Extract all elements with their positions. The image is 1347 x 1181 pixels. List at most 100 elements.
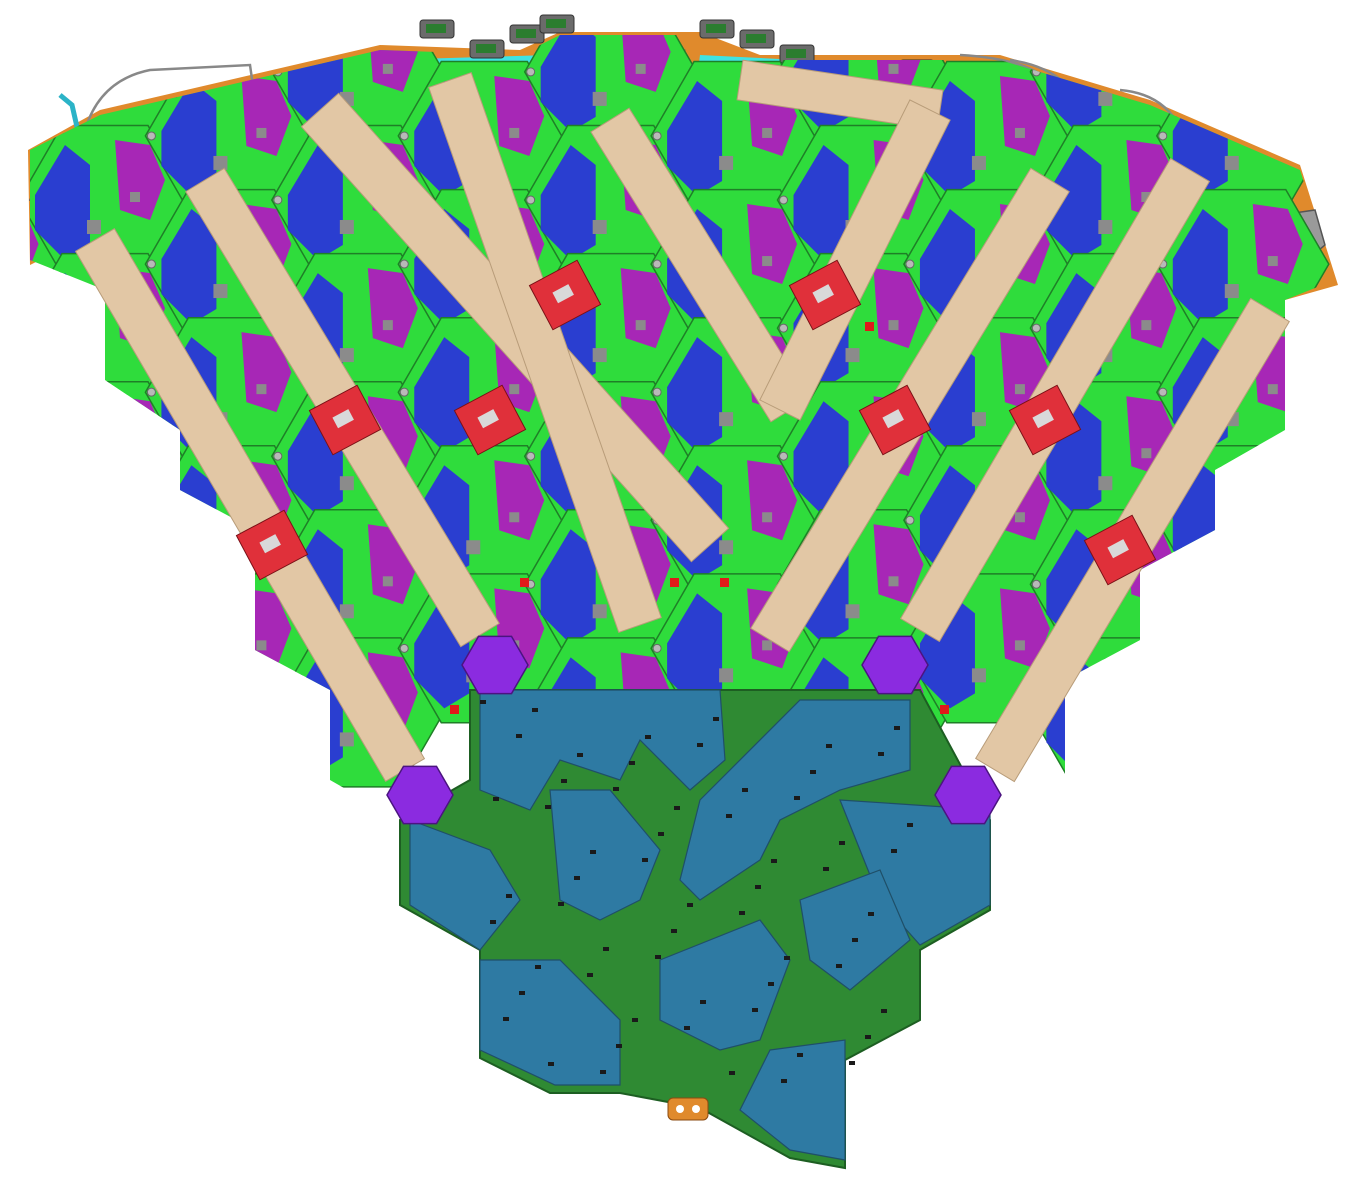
gray-chip xyxy=(1141,576,1152,587)
teal-sensor-region xyxy=(799,869,911,991)
bottom-tab xyxy=(667,1097,709,1121)
gray-chip xyxy=(1267,384,1278,395)
gray-chip xyxy=(87,220,101,234)
gray-chip xyxy=(1014,127,1025,138)
magenta-sensor-pad xyxy=(620,35,671,92)
magenta-sensor-pad xyxy=(1126,35,1177,92)
smd-component xyxy=(852,938,858,942)
gray-chip xyxy=(719,540,734,555)
connector-pcb xyxy=(516,29,536,38)
board-details xyxy=(235,259,1157,825)
gray-chip xyxy=(592,348,607,363)
blue-sensor-pad xyxy=(161,465,217,581)
smd-component xyxy=(687,903,693,907)
connector-pcb xyxy=(786,49,806,58)
magenta-sensor-pad xyxy=(620,268,671,349)
screw-hole-icon xyxy=(273,707,283,717)
screw-hole-icon xyxy=(526,451,536,461)
gray-chip xyxy=(382,576,393,587)
smd-component xyxy=(532,708,538,712)
gray-chip xyxy=(339,732,354,747)
connector-pcb xyxy=(426,24,446,33)
gray-chip xyxy=(1224,284,1239,299)
gray-chip xyxy=(845,604,860,619)
gray-chip xyxy=(888,320,899,331)
gray-chip xyxy=(256,640,267,651)
smd-component xyxy=(771,859,777,863)
screw-hole-icon xyxy=(676,1105,684,1113)
screw-hole-icon xyxy=(21,324,29,332)
screw-hole-icon xyxy=(652,643,662,653)
connector-pcb xyxy=(476,44,496,53)
gray-chip xyxy=(845,348,860,363)
hex-module xyxy=(30,316,66,468)
gray-chip xyxy=(888,63,899,74)
blue-sensor-pad xyxy=(161,209,217,325)
gray-chip xyxy=(635,63,646,74)
magenta-sensor-pad xyxy=(367,35,418,92)
hex-module xyxy=(30,509,192,660)
gray-chip xyxy=(592,91,607,106)
blue-sensor-pad xyxy=(35,145,90,260)
screw-hole-icon xyxy=(1031,579,1041,589)
blue-sensor-pad xyxy=(35,401,90,517)
gray-chip xyxy=(256,127,267,138)
gray-chip xyxy=(1224,155,1239,170)
screw-hole-icon xyxy=(21,196,29,204)
smd-component xyxy=(891,849,897,853)
blue-sensor-pad xyxy=(540,529,596,645)
gray-chip xyxy=(130,192,140,202)
smd-component xyxy=(823,867,829,871)
purple-connector-block xyxy=(861,635,929,695)
magenta-sensor-pad xyxy=(30,588,39,669)
smd-component xyxy=(684,1026,690,1030)
connector-pcb xyxy=(746,34,766,43)
smd-component xyxy=(603,947,609,951)
smd-component xyxy=(574,876,580,880)
teal-sensor-region xyxy=(739,1039,846,1161)
gray-chip xyxy=(592,220,607,234)
smd-component xyxy=(752,1008,758,1012)
hex-module-body xyxy=(30,573,66,724)
gray-chip xyxy=(1267,512,1278,523)
hex-module xyxy=(1155,573,1330,724)
board-chip xyxy=(812,284,834,304)
blue-sensor-pad xyxy=(35,35,90,132)
screw-hole-icon xyxy=(652,387,662,397)
gray-chip xyxy=(4,512,14,522)
gray-chip xyxy=(87,732,101,747)
smd-component xyxy=(742,788,748,792)
gray-chip xyxy=(762,640,773,651)
gray-chip xyxy=(339,220,354,234)
teal-sensor-region xyxy=(409,819,521,951)
purple-connector-block xyxy=(461,635,529,695)
gray-chip xyxy=(256,384,267,395)
gray-chip xyxy=(1098,220,1113,234)
gray-chip xyxy=(1224,540,1239,555)
magenta-sensor-pad xyxy=(115,140,165,220)
magenta-sensor-pad xyxy=(241,332,292,413)
smd-component xyxy=(645,735,651,739)
screw-hole-icon xyxy=(21,68,29,76)
gray-chip xyxy=(130,704,140,715)
smd-component xyxy=(810,770,816,774)
smd-component xyxy=(768,982,774,986)
screw-hole-icon xyxy=(779,323,789,333)
red-indicator xyxy=(670,578,679,587)
gray-chip xyxy=(339,604,354,619)
screw-hole-icon xyxy=(1158,643,1168,653)
gray-chip xyxy=(213,284,228,299)
red-indicator xyxy=(450,705,459,714)
gray-chip xyxy=(762,512,773,523)
gray-chip xyxy=(1141,704,1152,715)
smd-component xyxy=(868,912,874,916)
gray-chip xyxy=(213,540,228,555)
hex-module-body xyxy=(30,316,66,468)
smd-component xyxy=(849,1061,855,1065)
blue-sensor-pad xyxy=(161,80,217,196)
magenta-sensor-pad xyxy=(1252,460,1303,541)
screw-hole-icon xyxy=(779,195,789,205)
magenta-sensor-pad xyxy=(999,75,1050,156)
smd-component xyxy=(548,1062,554,1066)
